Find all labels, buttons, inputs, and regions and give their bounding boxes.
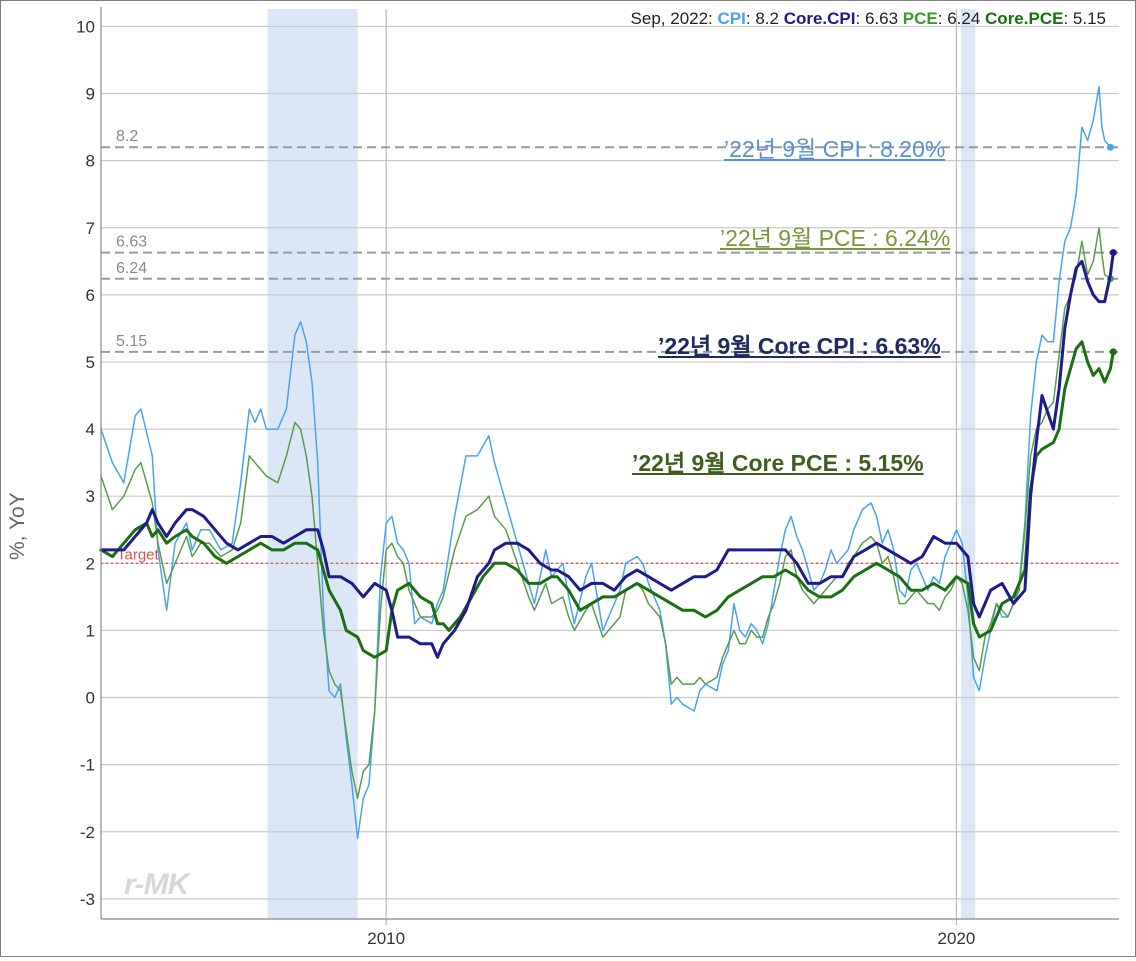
rmk-watermark-logo: r-MK	[124, 868, 189, 901]
legend-core-cpi-value: 6.63	[864, 9, 899, 28]
y-tick-label: 1	[86, 621, 95, 640]
y-tick-label: 5	[86, 353, 95, 372]
annotation-core-cpi: ’22년 9월 Core CPI : 6.63%	[658, 333, 941, 359]
y-axis-label: %, YoY	[6, 492, 29, 560]
legend-cpi-name: CPI	[717, 9, 746, 28]
legend-cpi-value: 8.2	[755, 9, 779, 28]
series-endpoint-core-pce	[1109, 348, 1117, 356]
reference-line-label: 5.15	[116, 333, 147, 350]
series-lines	[99, 86, 1117, 840]
y-tick-label: 8	[86, 152, 95, 171]
recession-band-1	[267, 9, 358, 919]
x-tick-label: 2010	[367, 929, 405, 948]
y-tick-label: 7	[86, 219, 95, 238]
series-line-core-pce	[99, 340, 1115, 659]
series-line-cpi	[100, 86, 1112, 840]
y-tick-label: 6	[86, 286, 95, 305]
y-tick-label: 4	[86, 420, 95, 439]
axes	[100, 7, 1119, 920]
legend-pce-name: PCE	[902, 9, 938, 28]
reference-line-label: 8.2	[116, 128, 138, 145]
legend-pce-value: 6.24	[947, 9, 981, 28]
y-tick-label: -3	[80, 890, 95, 909]
legend-core-cpi-name: Core.CPI	[783, 9, 856, 28]
x-tick-label: 2020	[938, 929, 976, 948]
target-label: Target	[117, 546, 160, 563]
y-tick-label: 10	[76, 17, 95, 36]
annotation-pce: ’22년 9월 PCE : 6.24%	[720, 225, 951, 251]
y-tick-label: 9	[86, 85, 95, 104]
legend-core-pce-name: Core.PCE	[985, 9, 1064, 28]
annotation-core-pce: ’22년 9월 Core PCE : 5.15%	[632, 450, 924, 476]
y-tick-label: 3	[86, 487, 95, 506]
series-endpoint-core-cpi	[1109, 249, 1117, 257]
series-line-pce	[100, 227, 1112, 799]
x-tick-labels: 2010 2020	[367, 929, 975, 948]
y-tick-label: -1	[80, 756, 95, 775]
y-tick-label: 2	[86, 554, 95, 573]
legend-core-pce-value: 5.15	[1072, 9, 1106, 28]
y-tick-label: 0	[86, 689, 95, 708]
series-endpoint-cpi	[1106, 143, 1114, 151]
annotation-cpi: ’22년 9월 CPI : 8.20%	[724, 136, 946, 162]
chart-legend: Sep, 2022: CPI: 8.2 Core.CPI: 6.63 PCE: …	[630, 9, 1106, 28]
reference-line-label: 6.63	[116, 234, 147, 251]
series-line-core-cpi	[99, 251, 1115, 659]
legend-date: Sep, 2022:	[630, 9, 713, 28]
recession-band-2	[961, 9, 976, 919]
y-tick-labels: -3 -2 -1 0 1 2 3 4 5 6 7 8 9 10	[76, 17, 95, 908]
reference-lines: Target 8.2 6.63 6.24 5.15	[101, 128, 1119, 565]
grid-lines	[101, 9, 1119, 925]
y-tick-label: -2	[80, 823, 95, 842]
reference-line-label: 6.24	[116, 260, 147, 277]
